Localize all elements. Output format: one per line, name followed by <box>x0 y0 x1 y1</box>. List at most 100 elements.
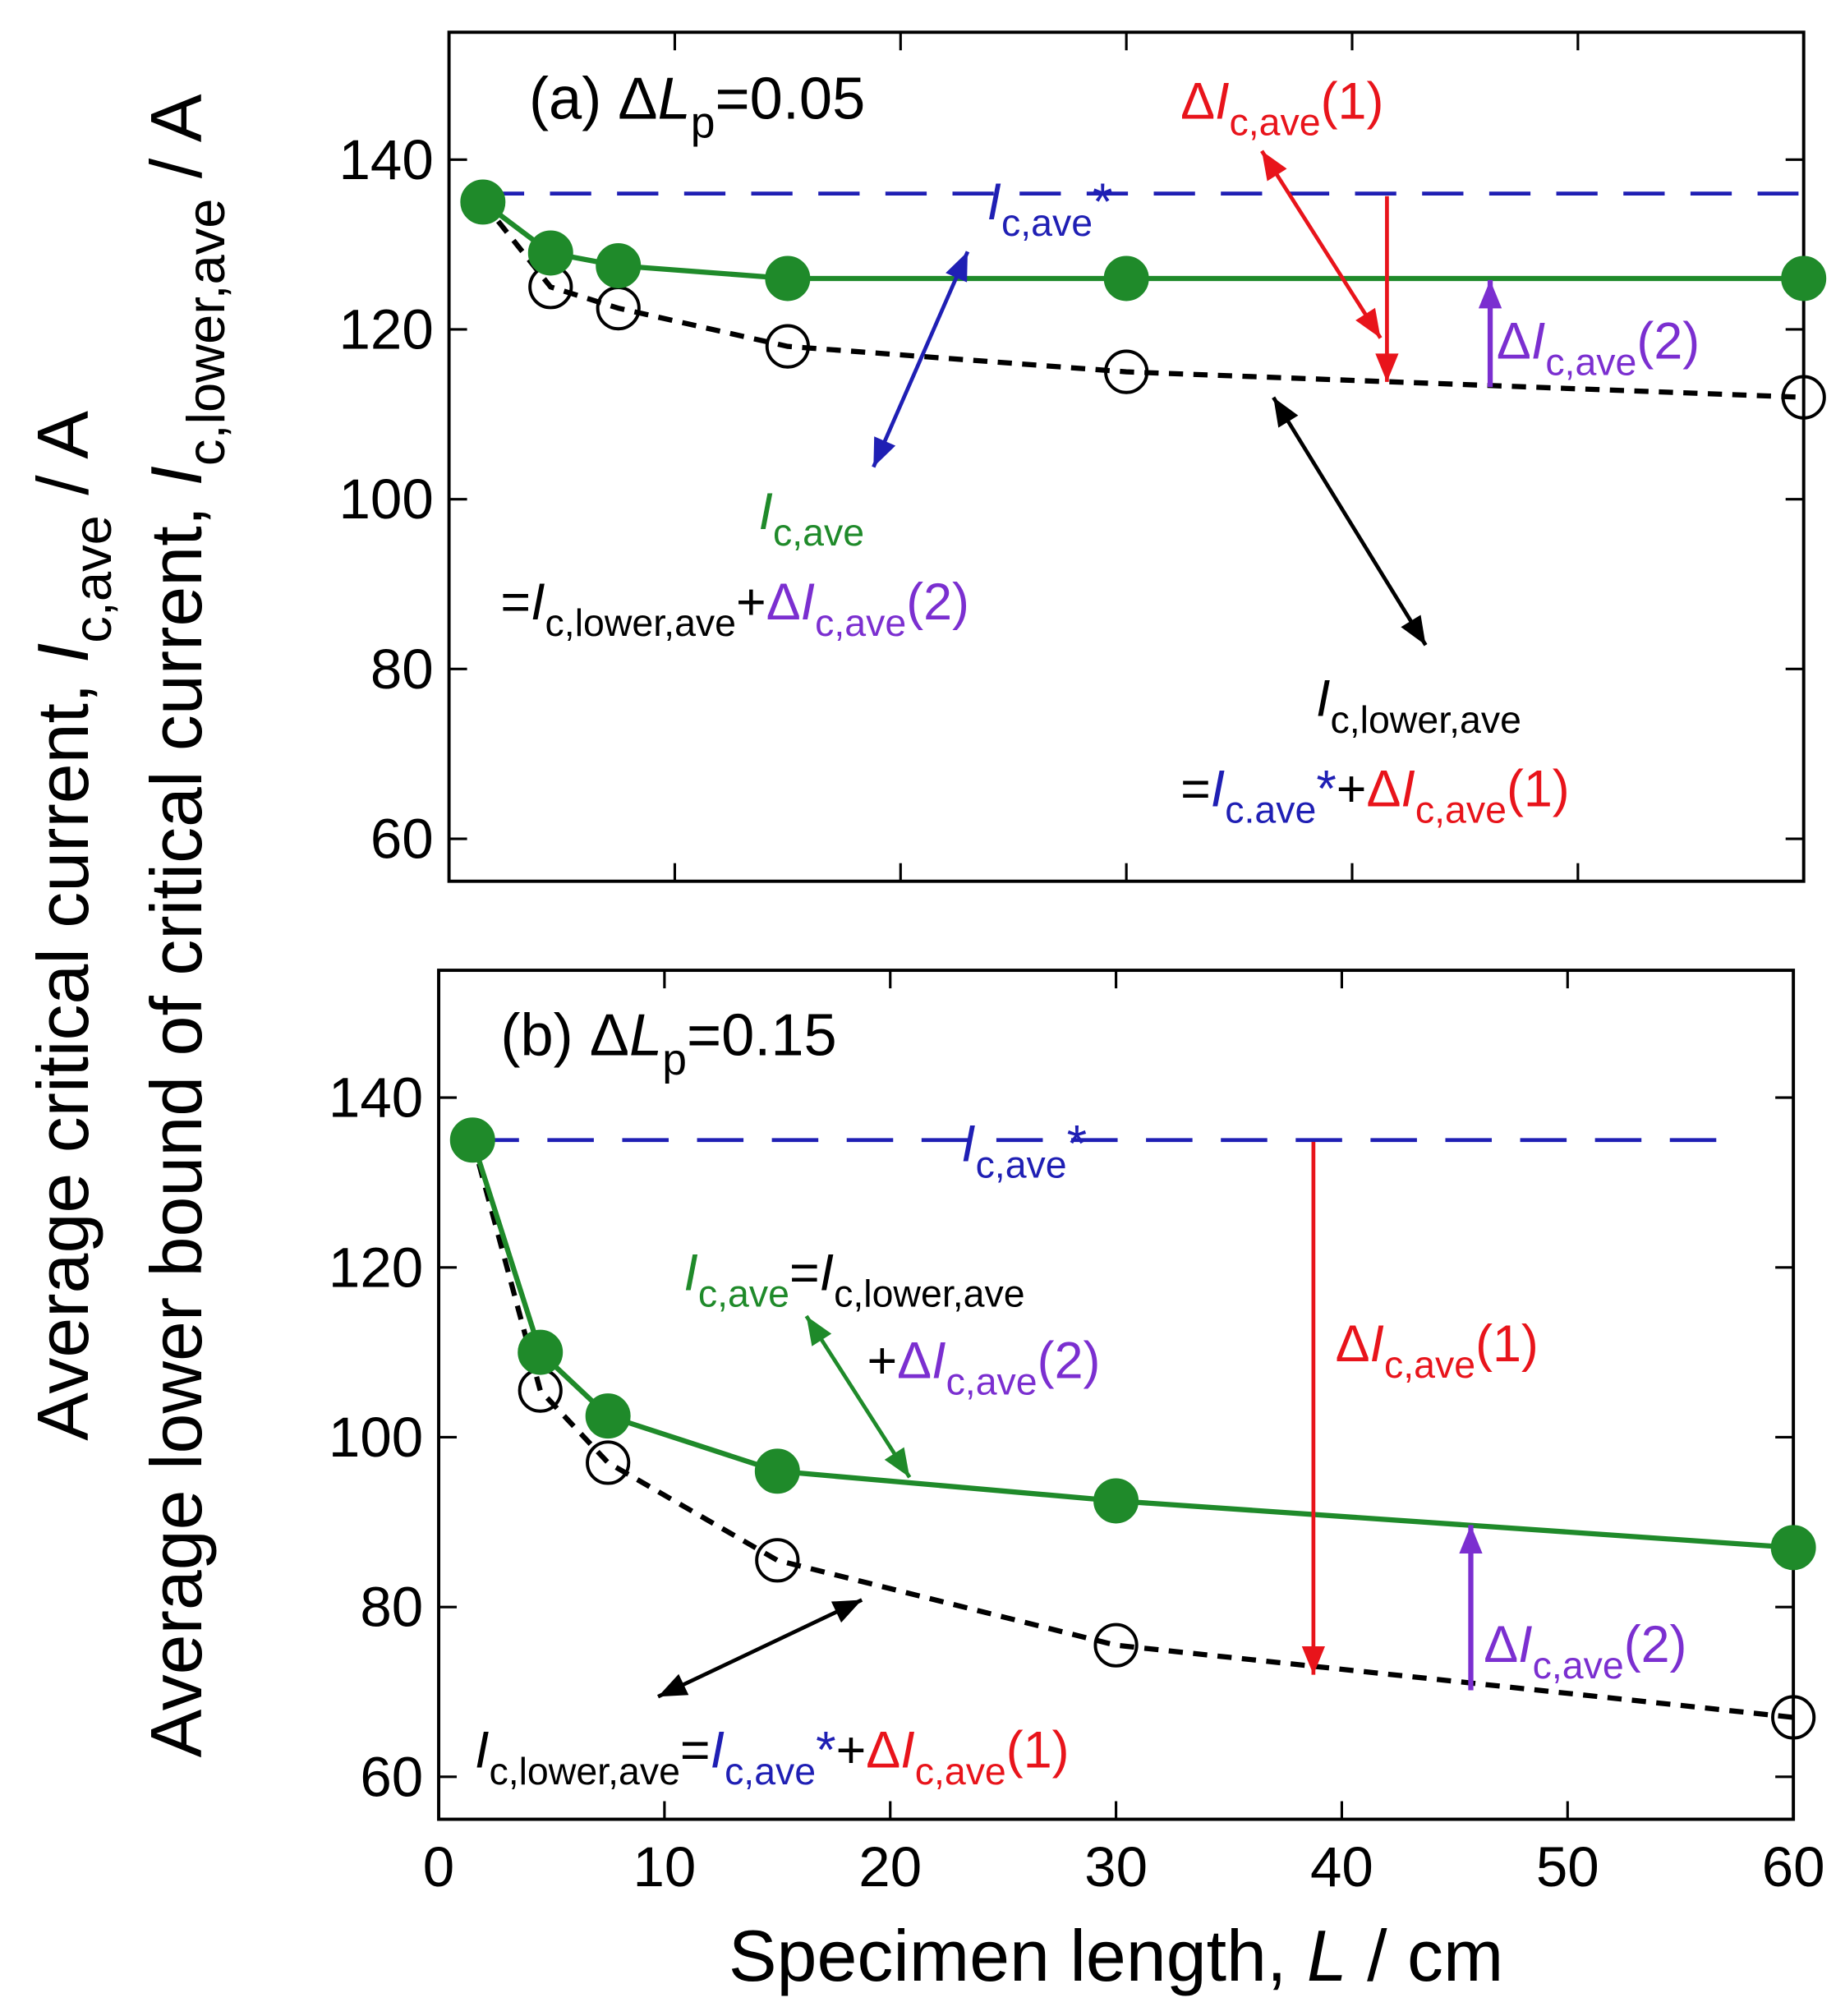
text-part: (2) <box>906 573 969 631</box>
annotation: ΔIc,ave(2) <box>1497 313 1700 384</box>
text-part: c,ave <box>62 515 122 643</box>
text-part: L <box>658 66 691 131</box>
text-part: I <box>987 173 1001 231</box>
annotation: ΔIc,ave(1) <box>1336 1315 1539 1386</box>
y-tick-label: 60 <box>360 1744 423 1808</box>
text-part: (1) <box>1321 72 1384 130</box>
text-part: Average lower bound of critical current, <box>136 486 217 1758</box>
x-tick-label: 10 <box>633 1834 696 1899</box>
open-marker <box>755 1538 800 1583</box>
text-part: I <box>900 1722 914 1779</box>
text-part: I <box>932 1332 946 1389</box>
annotation: +ΔIc,ave(2) <box>867 1332 1100 1402</box>
text-part: Δ <box>897 1332 932 1389</box>
y-tick-label: 120 <box>329 1235 423 1299</box>
arrow-head <box>946 251 968 283</box>
text-part: c,lower,ave <box>545 601 736 644</box>
text-part: (1) <box>1475 1315 1539 1373</box>
text-part: c,ave <box>773 511 864 554</box>
series-line <box>470 1139 1794 1720</box>
y-tick-label: 140 <box>338 127 433 191</box>
filled-marker <box>754 1448 800 1494</box>
arrow-head <box>1459 1525 1483 1553</box>
text-part: I <box>1370 1315 1384 1373</box>
text-part: c,ave <box>915 1750 1006 1793</box>
text-part: = <box>500 573 531 631</box>
filled-marker <box>527 230 573 276</box>
filled-marker <box>1103 255 1149 301</box>
open-marker <box>765 324 810 369</box>
text-part: I <box>1215 72 1229 130</box>
y-tick-label: 120 <box>338 297 433 361</box>
x-axis-label: Specimen length, L / cm <box>729 1915 1503 1996</box>
annotation: Ic,ave=Ic,lower,ave <box>683 1245 1024 1315</box>
arrow-head <box>1401 614 1426 646</box>
y-tick-label: 140 <box>329 1066 423 1130</box>
text-part: Δ <box>1366 761 1401 818</box>
open-marker <box>518 1368 563 1413</box>
text-part: + <box>836 1722 867 1779</box>
text-part: c,ave <box>698 1273 789 1315</box>
text-part: * <box>1067 1116 1087 1173</box>
text-part: c,ave <box>1415 789 1507 831</box>
arrow-head <box>1478 279 1502 309</box>
arrow-head <box>1262 150 1287 182</box>
text-part: =0.05 <box>715 66 866 131</box>
y-tick-label: 100 <box>329 1405 423 1469</box>
annotation: (b) ΔLp=0.15 <box>500 1003 836 1084</box>
text-part: c,ave <box>946 1360 1038 1402</box>
annotation: (a) ΔLp=0.05 <box>529 66 865 147</box>
filled-marker <box>518 1329 564 1375</box>
text-part: I <box>531 573 545 631</box>
y-axis-label: Average critical current, Ic,ave / A <box>22 411 122 1441</box>
arrow-head <box>1355 307 1381 338</box>
text-part: (2) <box>1038 1332 1101 1389</box>
annotation: Ic,lower,ave <box>1316 670 1521 741</box>
text-part: I <box>1211 761 1225 818</box>
y-tick-label: 60 <box>370 807 434 871</box>
text-part: L <box>629 1003 662 1069</box>
open-marker <box>586 1440 631 1485</box>
arrow-shaft <box>872 251 970 468</box>
text-part: (b) Δ <box>500 1003 629 1069</box>
text-part: + <box>1337 761 1367 818</box>
text-part: * <box>1093 173 1112 231</box>
text-part: c,ave <box>976 1144 1067 1186</box>
plot-frame <box>447 30 1806 883</box>
text-part: c,ave <box>725 1750 816 1793</box>
text-part: Specimen length, <box>729 1915 1307 1996</box>
text-part: Average critical current, <box>22 663 104 1441</box>
text-part: I <box>961 1116 975 1173</box>
text-part: Δ <box>766 573 801 631</box>
text-part: Δ <box>1336 1315 1370 1373</box>
text-part: Δ <box>866 1722 900 1779</box>
plot-frame <box>437 969 1796 1821</box>
text-part: (1) <box>1006 1722 1070 1779</box>
arrow-head <box>884 1447 910 1478</box>
text-part: c,ave <box>1384 1343 1475 1386</box>
filled-marker <box>449 1117 495 1163</box>
y-tick-label: 80 <box>360 1575 423 1639</box>
y-axis-label: Average lower bound of critical current,… <box>136 94 236 1757</box>
text-part: c,lower,ave <box>1330 698 1521 741</box>
x-tick-label: 0 <box>423 1834 454 1899</box>
text-part: c,ave <box>1533 1644 1624 1687</box>
open-marker <box>1093 1622 1139 1668</box>
text-part: =0.15 <box>687 1003 837 1069</box>
text-part: I <box>475 1722 489 1779</box>
text-part: p <box>691 99 715 148</box>
text-part: = <box>789 1245 820 1302</box>
annotation: ΔIc,ave(2) <box>1484 1616 1686 1687</box>
filled-marker <box>596 242 642 288</box>
annotation: Ic,ave <box>759 483 865 554</box>
text-part: I <box>711 1722 725 1779</box>
text-part: I <box>801 573 815 631</box>
x-tick-label: 50 <box>1536 1834 1599 1899</box>
text-part: (1) <box>1507 761 1570 818</box>
text-part: = <box>1180 761 1211 818</box>
y-tick-label: 100 <box>338 467 433 531</box>
open-marker <box>1771 1695 1816 1740</box>
arrow-shaft <box>804 1314 912 1479</box>
